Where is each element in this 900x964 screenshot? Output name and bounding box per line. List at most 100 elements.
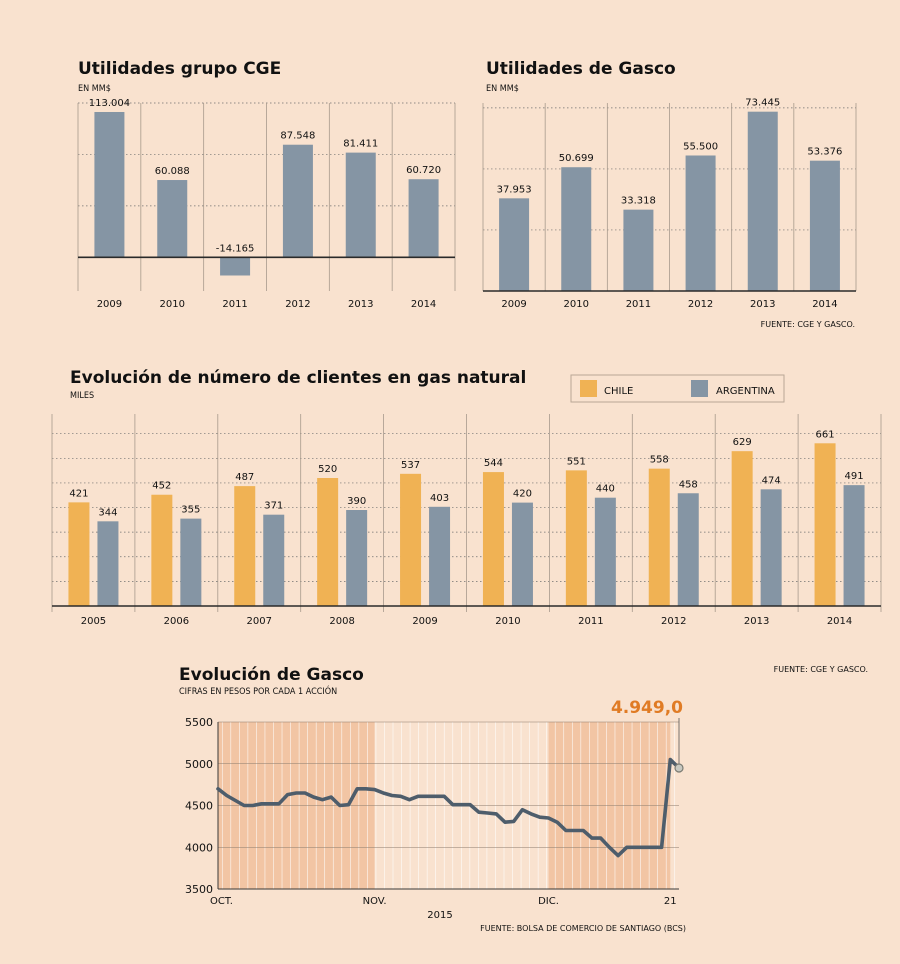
clients-year-label-2005: 2005: [81, 616, 106, 627]
stock-chart-source: FUENTE: BOLSA DE COMERCIO DE SANTIAGO (B…: [480, 924, 686, 933]
stock-plot-area: 3500 4000 4500 5000 5500 OCT. NOV. DIC. 21: [185, 716, 684, 907]
stock-x-tick-21: 21: [664, 896, 677, 907]
gasco-value-label-2009: 37.953: [497, 184, 532, 195]
cge-bar-2011: [220, 257, 251, 276]
clients-year-label-2011: 2011: [578, 616, 603, 627]
clients-value-label-chile-2013: 629: [733, 437, 752, 448]
gasco-profit-chart: Utilidades de Gasco EN MM$ 37.953 2009 50.…: [482, 59, 857, 329]
stock-y-tick-4500: 4500: [185, 800, 213, 813]
clients-value-label-argentina-2007: 371: [264, 501, 283, 512]
clients-value-label-chile-2011: 551: [567, 456, 586, 467]
clients-bar-chile-2014: [814, 443, 836, 606]
clients-bar-argentina-2012: [677, 493, 699, 606]
clients-bar-argentina-2007: [263, 514, 285, 606]
legend-label-argentina: ARGENTINA: [716, 386, 775, 397]
clients-value-label-chile-2010: 544: [484, 458, 503, 469]
stock-y-tick-5500: 5500: [185, 716, 213, 729]
stock-price-line: [216, 757, 681, 858]
gasco-year-label-2010: 2010: [564, 299, 589, 310]
clients-value-label-argentina-2013: 474: [762, 475, 781, 486]
stock-y-tick-4000: 4000: [185, 841, 213, 854]
cge-bar-2013: [345, 152, 376, 258]
clients-value-label-argentina-2006: 355: [181, 505, 200, 516]
stock-last-value: 4.949,0: [611, 698, 683, 718]
stock-x-tick-dic: DIC.: [538, 896, 559, 907]
gasco-plot-area: 37.953 2009 50.699 2010 33.318 2011 55.500 2012…: [482, 98, 857, 310]
legend-box: [570, 374, 785, 403]
clients-bar-chile-2013: [731, 451, 753, 606]
cge-year-label-2011: 2011: [222, 299, 247, 310]
cge-value-label-2012: 87.548: [280, 131, 315, 142]
stock-x-tick-oct: OCT.: [210, 896, 233, 907]
cge-year-label-2012: 2012: [285, 299, 310, 310]
stock-last-point: [674, 763, 684, 773]
clients-bar-chile-2009: [400, 473, 422, 606]
stock-x-tick-nov: NOV.: [363, 896, 387, 907]
clients-bar-chile-2007: [234, 486, 256, 606]
gasco-bar-2010: [561, 167, 592, 291]
stock-chart-subtitle: CIFRAS EN PESOS POR CADA 1 ACCIÓN: [179, 685, 337, 697]
gasco-chart-subtitle: EN MM$: [486, 84, 519, 94]
cge-value-label-2013: 81.411: [343, 139, 378, 150]
gasco-bar-2013: [747, 111, 778, 291]
cge-plot-area: 113.004 2009 60.088 2010 -14.165 2011 87.548 20…: [77, 98, 456, 310]
clients-value-label-chile-2008: 520: [318, 464, 337, 475]
gasco-bar-2011: [623, 209, 654, 291]
gasco-value-label-2014: 53.376: [807, 147, 842, 158]
clients-chart-source: FUENTE: CGE Y GASCO.: [774, 665, 868, 674]
clients-bar-chile-2005: [68, 502, 90, 606]
clients-value-label-argentina-2008: 390: [347, 496, 366, 507]
gasco-bar-2012: [685, 155, 716, 291]
clients-value-label-argentina-2014: 491: [845, 471, 864, 482]
cge-year-label-2010: 2010: [160, 299, 185, 310]
clients-value-label-argentina-2005: 344: [98, 507, 117, 518]
cge-profit-chart: Utilidades grupo CGE EN MM$ 113.004 2009 6…: [77, 59, 456, 310]
cge-chart-title: Utilidades grupo CGE: [78, 59, 281, 79]
gasco-value-label-2013: 73.445: [745, 98, 780, 109]
clients-value-label-chile-2009: 537: [401, 460, 420, 471]
legend-label-chile: CHILE: [604, 386, 633, 397]
clients-chart-title: Evolución de número de clientes en gas n…: [70, 368, 526, 388]
clients-year-label-2014: 2014: [827, 616, 852, 627]
cge-year-label-2009: 2009: [97, 299, 122, 310]
gasco-year-label-2014: 2014: [812, 299, 837, 310]
clients-year-label-2006: 2006: [164, 616, 189, 627]
clients-year-label-2010: 2010: [495, 616, 520, 627]
clients-bar-chile-2012: [648, 468, 670, 606]
gasco-bar-2009: [499, 198, 530, 291]
clients-value-label-chile-2006: 452: [152, 481, 171, 492]
clients-plot-area: 421 344 2005 452 355 2006 487 371 2007 520 390 2008…: [51, 414, 882, 627]
clients-bar-argentina-2011: [594, 497, 616, 606]
clients-value-label-argentina-2011: 440: [596, 484, 615, 495]
gasco-year-label-2012: 2012: [688, 299, 713, 310]
clients-bar-argentina-2013: [760, 489, 782, 606]
legend-swatch-argentina: [691, 380, 708, 397]
cge-year-label-2013: 2013: [348, 299, 373, 310]
gasco-chart-source: FUENTE: CGE Y GASCO.: [761, 320, 855, 329]
clients-bar-argentina-2010: [511, 502, 533, 606]
clients-bar-argentina-2009: [429, 506, 451, 606]
clients-bar-argentina-2014: [843, 485, 865, 606]
clients-bar-chile-2008: [317, 478, 339, 606]
gasco-value-label-2012: 55.500: [683, 141, 718, 152]
clients-bar-argentina-2006: [180, 518, 202, 606]
cge-value-label-2009: 113.004: [89, 98, 130, 109]
stock-chart-title: Evolución de Gasco: [179, 665, 364, 685]
clients-chart: Evolución de número de clientes en gas n…: [51, 368, 882, 674]
cge-bar-2010: [157, 180, 188, 258]
clients-year-label-2009: 2009: [412, 616, 437, 627]
clients-bar-chile-2010: [482, 472, 504, 606]
clients-bar-argentina-2008: [346, 510, 368, 606]
legend-swatch-chile: [580, 380, 597, 397]
gasco-chart-title: Utilidades de Gasco: [486, 59, 676, 79]
clients-value-label-chile-2012: 558: [650, 455, 669, 466]
gasco-year-label-2013: 2013: [750, 299, 775, 310]
gasco-stock-chart: Evolución de Gasco CIFRAS EN PESOS POR C…: [179, 665, 686, 933]
clients-value-label-chile-2014: 661: [816, 429, 835, 440]
gasco-value-label-2011: 33.318: [621, 196, 656, 207]
stock-y-tick-5000: 5000: [185, 758, 213, 771]
cge-bar-2012: [282, 144, 313, 258]
clients-year-label-2012: 2012: [661, 616, 686, 627]
cge-chart-subtitle: EN MM$: [78, 84, 111, 94]
